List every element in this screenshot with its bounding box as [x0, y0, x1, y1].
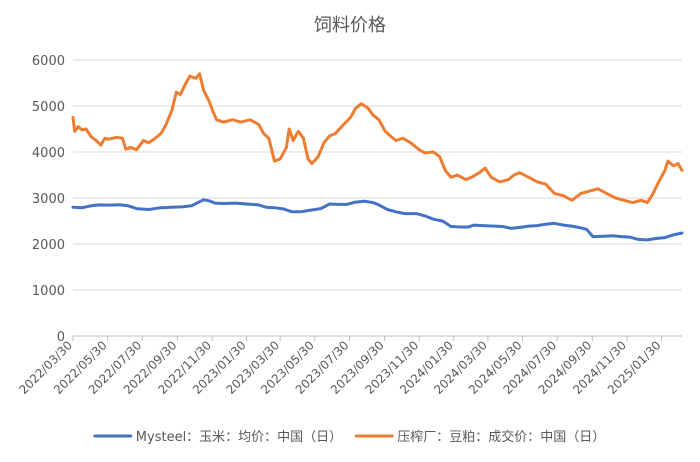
- y-tick-label: 3000: [32, 192, 65, 207]
- legend: Mysteel：玉米：均价：中国（日） 压榨厂：豆粕：成交价：中国（日）: [93, 429, 605, 445]
- series-line-2: [71, 72, 684, 205]
- x-axis: 2022/03/302022/05/302022/07/302022/09/30…: [16, 336, 664, 397]
- y-tick-label: 1000: [32, 284, 65, 299]
- chart-title: 饲料价格: [314, 15, 386, 36]
- y-tick-label: 0: [57, 330, 65, 345]
- legend-label-2: 压榨厂：豆粕：成交价：中国（日）: [397, 429, 605, 445]
- y-axis: 0 1000 2000 3000 4000 5000 6000: [32, 54, 65, 345]
- y-tick-label: 4000: [32, 146, 65, 161]
- y-tick-label: 6000: [32, 54, 65, 69]
- series-line-1: [71, 198, 684, 242]
- y-tick-label: 2000: [32, 238, 65, 253]
- gridlines: [73, 59, 682, 337]
- legend-label-1: Mysteel：玉米：均价：中国（日）: [136, 430, 342, 445]
- series-layer: [71, 72, 684, 242]
- y-tick-label: 5000: [32, 100, 65, 115]
